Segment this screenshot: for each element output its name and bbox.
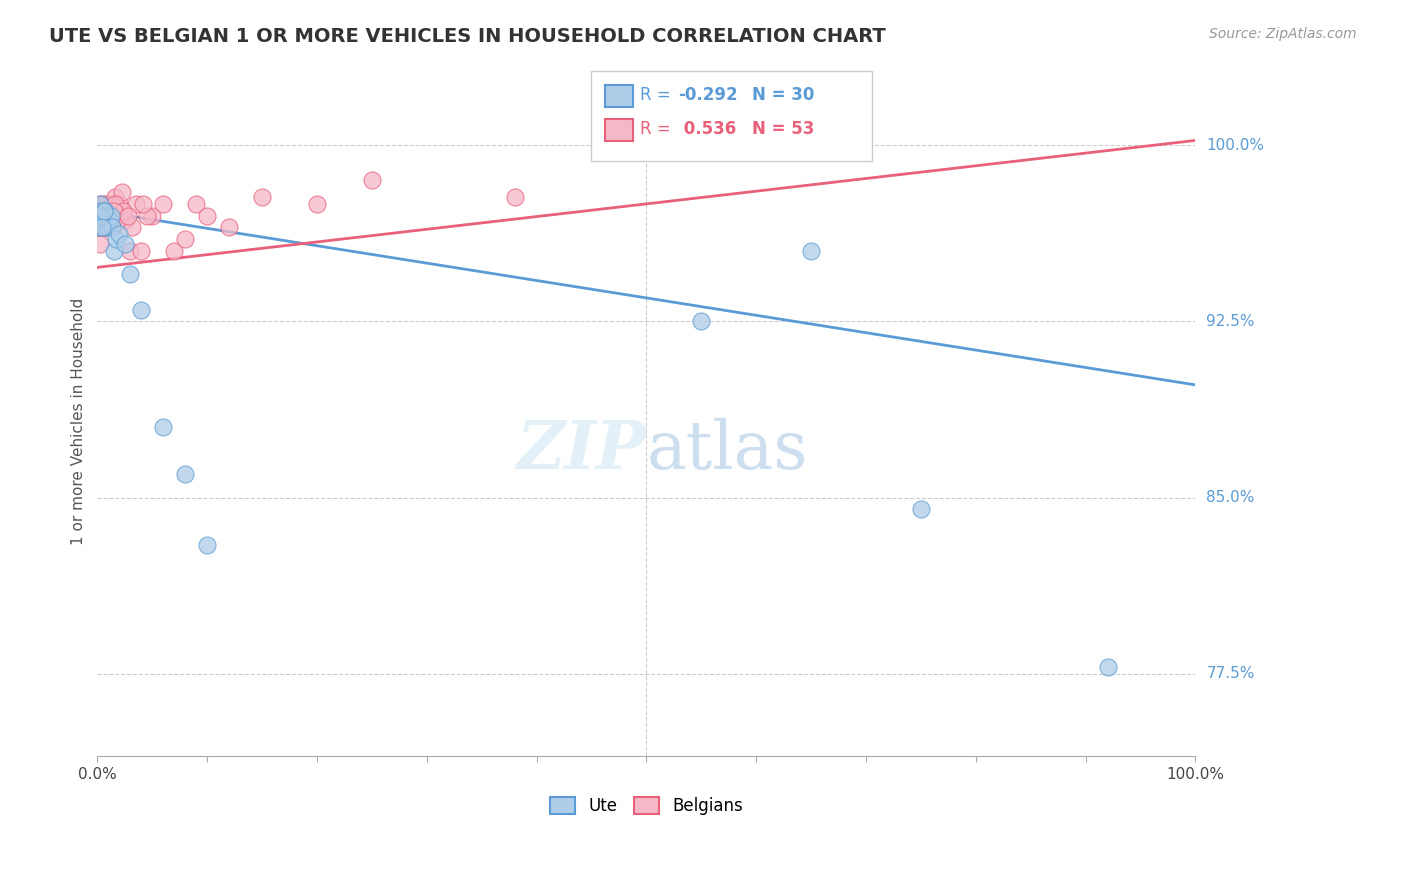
Point [135,209,157,223]
Point [152,420,174,434]
Point [89,197,111,211]
Text: N = 53: N = 53 [752,120,814,138]
Point [105,232,128,246]
Point [910,502,932,516]
Point [120,244,142,258]
Point [129,244,152,258]
Text: 100.0%: 100.0% [1206,137,1264,153]
Point [152,197,174,211]
Point [120,268,142,282]
Point [94,220,117,235]
Point [94,197,117,211]
Point [90,213,112,227]
Point [800,244,823,258]
Text: 92.5%: 92.5% [1206,314,1256,329]
Point [93,209,115,223]
Point [110,185,132,199]
Point [96,209,118,223]
Point [87,209,110,223]
Point [93,203,115,218]
Point [690,314,713,328]
Point [104,190,127,204]
Point [91,197,114,211]
Point [96,220,118,235]
Text: Source: ZipAtlas.com: Source: ZipAtlas.com [1209,27,1357,41]
Point [305,197,328,211]
Point [103,203,125,218]
Point [97,220,120,235]
Point [503,190,526,204]
Point [96,203,118,218]
Point [87,213,110,227]
Point [101,220,124,235]
Point [174,232,197,246]
Point [90,213,112,227]
Point [91,209,114,223]
Point [103,244,125,258]
Point [117,209,139,223]
Point [174,467,197,482]
Text: ZIP: ZIP [516,418,647,483]
Text: 85.0%: 85.0% [1206,491,1254,505]
Point [111,203,134,218]
Point [108,197,131,211]
Point [93,209,115,223]
Point [93,203,115,218]
Point [104,197,127,211]
Point [90,220,112,235]
Point [89,209,111,223]
Point [100,213,122,227]
Text: 0.536: 0.536 [678,120,735,138]
Point [91,220,114,235]
Point [141,209,163,223]
Text: R =: R = [640,120,676,138]
Text: R =: R = [640,87,676,104]
Point [89,197,111,211]
Point [163,244,186,258]
Legend: Ute, Belgians: Ute, Belgians [543,790,749,822]
Point [360,173,382,187]
Point [97,209,120,223]
Point [90,203,112,218]
Point [100,209,122,223]
Point [89,236,111,251]
Point [121,220,143,235]
Point [186,197,208,211]
Text: UTE VS BELGIAN 1 OR MORE VEHICLES IN HOUSEHOLD CORRELATION CHART: UTE VS BELGIAN 1 OR MORE VEHICLES IN HOU… [49,27,886,45]
Point [105,209,128,223]
Point [90,203,112,218]
Point [195,538,218,552]
Text: -0.292: -0.292 [678,87,737,104]
Point [94,203,117,218]
Point [97,209,120,223]
Point [100,220,122,235]
Point [129,302,152,317]
Point [250,190,273,204]
Point [94,213,117,227]
Point [114,236,136,251]
Point [132,197,155,211]
Point [98,220,121,235]
Point [87,209,110,223]
Point [98,203,121,218]
Point [125,197,148,211]
Point [100,197,122,211]
Text: 77.5%: 77.5% [1206,666,1254,681]
Point [101,220,124,235]
Point [87,220,110,235]
Point [195,209,218,223]
Point [103,209,125,223]
Point [93,220,115,235]
Y-axis label: 1 or more Vehicles in Household: 1 or more Vehicles in Household [72,298,86,545]
Text: atlas: atlas [647,418,808,483]
Point [218,220,240,235]
Text: N = 30: N = 30 [752,87,814,104]
Point [98,213,121,227]
Point [1097,660,1119,674]
Point [114,213,136,227]
Point [97,209,120,223]
Point [94,209,117,223]
Point [91,220,114,235]
Point [108,227,131,242]
